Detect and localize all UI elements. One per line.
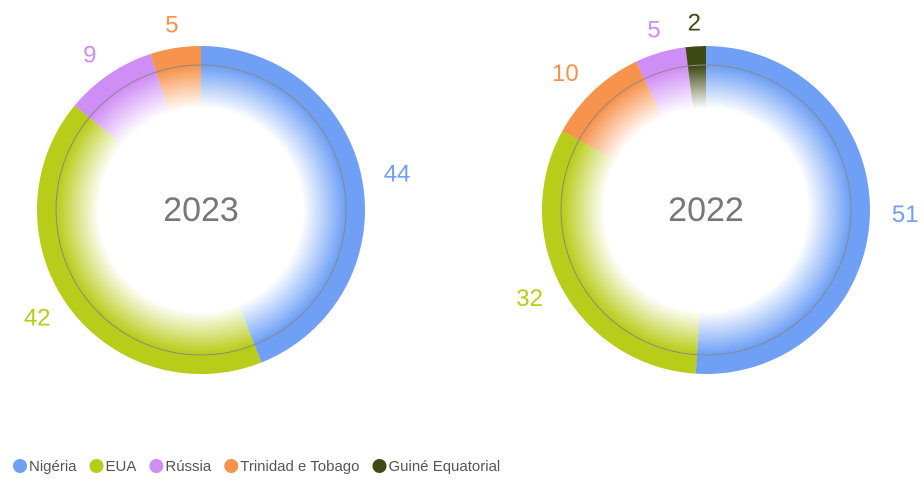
legend-swatch [224, 459, 239, 473]
value-label: 2 [688, 10, 701, 37]
slice: Rússia [636, 47, 706, 211]
slice: Rússia [74, 54, 201, 210]
center-title: 2022 [668, 191, 744, 229]
inner-ring [55, 64, 347, 356]
legend-label: Nigéria [29, 458, 77, 475]
legend-label: Guiné Equatorial [389, 458, 501, 475]
legend-swatch [149, 459, 164, 473]
legend-label: Rússia [165, 458, 212, 475]
slice: Nigéria [201, 46, 366, 363]
value-label: 5 [165, 12, 178, 39]
legend-label: Trinidad e Tobago [240, 458, 359, 475]
slice: Trinidad e Tobago [562, 61, 706, 210]
value-label: 5 [647, 17, 660, 44]
inner-ring [560, 64, 852, 356]
legend-label: EUA [106, 458, 137, 475]
legend-swatch [89, 459, 104, 473]
value-label: 9 [83, 42, 96, 69]
value-label: 32 [516, 285, 543, 312]
center-title: 2023 [163, 191, 239, 229]
value-label: 42 [24, 305, 51, 332]
slice: Trinidad e Tobago [150, 46, 201, 210]
value-label: 44 [384, 160, 411, 187]
value-label: 51 [892, 201, 919, 228]
slice: EUA [542, 130, 706, 374]
slice: Nigéria [695, 46, 871, 375]
slice: Guiné Equatorial [685, 46, 706, 210]
value-label: 10 [552, 60, 579, 87]
legend-swatch [372, 459, 387, 473]
legend-swatch [13, 459, 27, 473]
